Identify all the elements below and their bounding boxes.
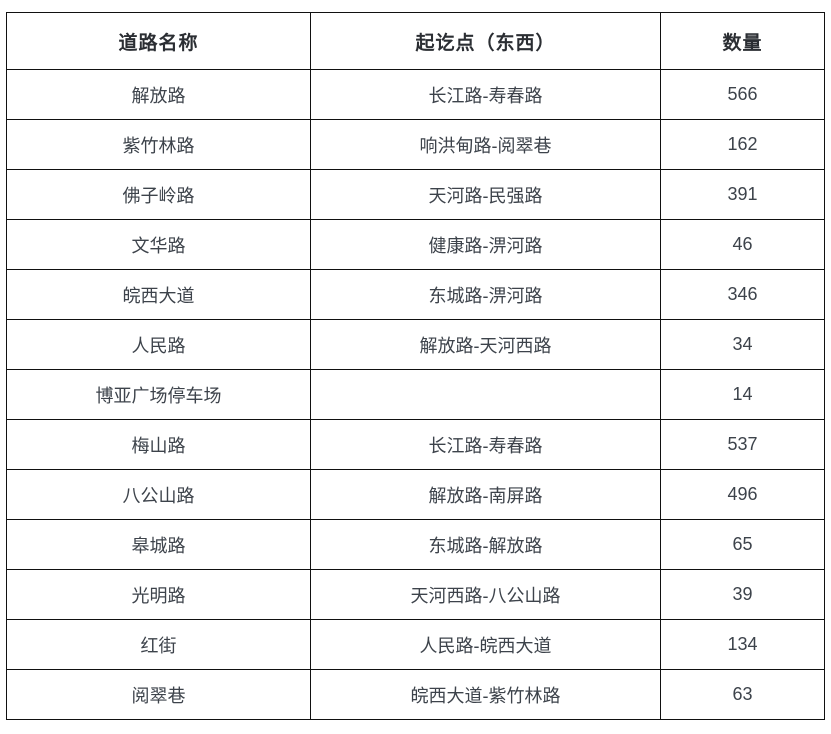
count-cell: 14 [660,369,825,420]
road-name-cell: 皖西大道 [6,269,311,320]
count-cell: 162 [660,119,825,170]
table-row: 光明路 天河西路-八公山路 39 [6,569,825,620]
road-name-cell: 光明路 [6,569,311,620]
count-cell: 34 [660,319,825,370]
table-row: 红街 人民路-皖西大道 134 [6,619,825,670]
segment-cell: 东城路-解放路 [310,519,661,570]
table-row: 解放路 长江路-寿春路 566 [6,69,825,120]
segment-cell: 长江路-寿春路 [310,419,661,470]
column-header-count: 数量 [660,12,825,70]
count-cell: 496 [660,469,825,520]
count-cell: 346 [660,269,825,320]
count-cell: 537 [660,419,825,470]
segment-cell: 皖西大道-紫竹林路 [310,669,661,720]
road-name-cell: 八公山路 [6,469,311,520]
count-cell: 46 [660,219,825,270]
count-cell: 134 [660,619,825,670]
road-name-cell: 文华路 [6,219,311,270]
table-row: 阅翠巷 皖西大道-紫竹林路 63 [6,669,825,720]
count-cell: 566 [660,69,825,120]
table-row: 文华路 健康路-淠河路 46 [6,219,825,270]
segment-cell: 长江路-寿春路 [310,69,661,120]
segment-cell: 解放路-南屏路 [310,469,661,520]
table-row: 八公山路 解放路-南屏路 496 [6,469,825,520]
count-cell: 65 [660,519,825,570]
segment-cell: 东城路-淠河路 [310,269,661,320]
segment-cell: 响洪甸路-阅翠巷 [310,119,661,170]
road-table: 道路名称 起讫点（东西） 数量 解放路 长江路-寿春路 566 紫竹林路 响洪甸路-阅翠… [6,12,825,720]
road-name-cell: 人民路 [6,319,311,370]
segment-cell: 人民路-皖西大道 [310,619,661,670]
table-row: 人民路 解放路-天河西路 34 [6,319,825,370]
segment-cell [310,369,661,420]
road-name-cell: 博亚广场停车场 [6,369,311,420]
road-name-cell: 佛子岭路 [6,169,311,220]
table-row: 佛子岭路 天河路-民强路 391 [6,169,825,220]
column-header-segment: 起讫点（东西） [310,12,661,70]
road-name-cell: 阅翠巷 [6,669,311,720]
count-cell: 391 [660,169,825,220]
road-name-cell: 皋城路 [6,519,311,570]
table-row: 梅山路 长江路-寿春路 537 [6,419,825,470]
road-name-cell: 梅山路 [6,419,311,470]
road-name-cell: 解放路 [6,69,311,120]
column-header-road-name: 道路名称 [6,12,311,70]
count-cell: 39 [660,569,825,620]
table-row: 皋城路 东城路-解放路 65 [6,519,825,570]
table-header-row: 道路名称 起讫点（东西） 数量 [6,12,825,70]
table-row: 皖西大道 东城路-淠河路 346 [6,269,825,320]
segment-cell: 健康路-淠河路 [310,219,661,270]
count-cell: 63 [660,669,825,720]
segment-cell: 天河路-民强路 [310,169,661,220]
table-row: 紫竹林路 响洪甸路-阅翠巷 162 [6,119,825,170]
segment-cell: 解放路-天河西路 [310,319,661,370]
table-body: 解放路 长江路-寿春路 566 紫竹林路 响洪甸路-阅翠巷 162 佛子岭路 天河路-民强路 3… [6,69,825,720]
road-name-cell: 红街 [6,619,311,670]
table-row: 博亚广场停车场 14 [6,369,825,420]
segment-cell: 天河西路-八公山路 [310,569,661,620]
road-name-cell: 紫竹林路 [6,119,311,170]
